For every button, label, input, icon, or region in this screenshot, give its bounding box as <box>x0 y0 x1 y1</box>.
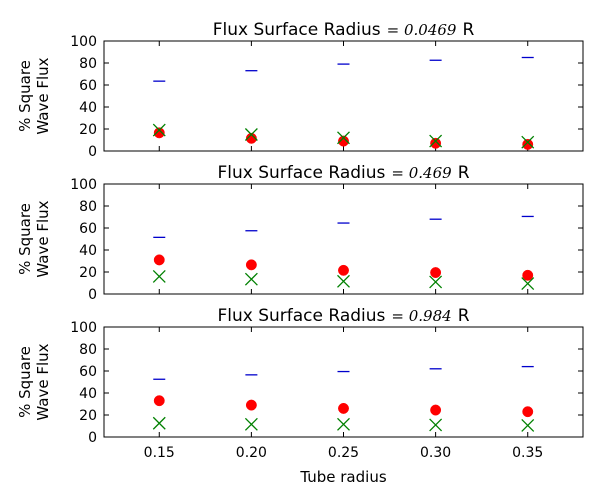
subplot-title: Flux Surface Radius = 0.469 R <box>217 163 469 183</box>
y-tick-label: 20 <box>79 408 97 424</box>
data-point-cross <box>522 419 534 431</box>
subplot-2: 0 20 40 60 80 100 Flux Surface Radius = 0.469 R%… <box>16 163 583 303</box>
y-tick-label: 0 <box>88 430 97 446</box>
plot-frame <box>104 184 583 294</box>
data-point-circle <box>338 265 348 275</box>
y-tick-label: 60 <box>79 221 97 237</box>
x-tick-label: 0.35 <box>512 445 543 461</box>
title-value: = 0.984 <box>391 307 451 325</box>
data-point-cross <box>153 417 165 429</box>
x-tick-label: 0.15 <box>144 445 175 461</box>
title-suffix: R <box>458 306 470 326</box>
y-tick-label: 100 <box>70 34 97 50</box>
y-tick-label: 100 <box>70 320 97 336</box>
y-axis-label-line2: Wave Flux <box>34 200 52 277</box>
data-point-circle <box>430 138 440 148</box>
y-tick-label: 40 <box>79 243 97 259</box>
y-axis-label-line1: % Square <box>16 346 34 418</box>
data-point-circle <box>430 267 440 277</box>
data-point-cross <box>245 418 257 430</box>
subplot-1: 0 20 40 60 80 100 Flux Surface Radius = 0.0469 R… <box>16 20 583 160</box>
subplot-3: 0 20 40 60 80 100 0.15 0.20 0.25 0.30 0.35 Flux Sur… <box>16 306 583 486</box>
y-tick-label: 0 <box>88 287 97 303</box>
data-point-circle <box>246 260 256 270</box>
y-axis-label: % Square Wave Flux <box>16 200 52 277</box>
y-tick-label: 0 <box>88 144 97 160</box>
title-suffix: R <box>458 163 470 183</box>
title-prefix: Flux Surface Radius <box>213 20 381 40</box>
x-tick-label: 0.20 <box>236 445 267 461</box>
data-point-cross <box>153 270 165 282</box>
plot-frame <box>104 327 583 437</box>
data-point-circle <box>246 400 256 410</box>
x-axis-label: Tube radius <box>299 468 386 486</box>
y-tick-label: 20 <box>79 122 97 138</box>
y-tick-label: 20 <box>79 265 97 281</box>
title-prefix: Flux Surface Radius <box>217 163 385 183</box>
title-suffix: R <box>462 20 474 40</box>
y-tick-label: 80 <box>79 342 97 358</box>
y-axis-label: % Square Wave Flux <box>16 57 52 134</box>
data-point-circle <box>523 139 533 149</box>
data-point-circle <box>523 407 533 417</box>
y-tick-label: 100 <box>70 177 97 193</box>
data-point-circle <box>523 270 533 280</box>
title-value: = 0.469 <box>391 164 452 182</box>
data-point-circle <box>430 405 440 415</box>
data-point-cross <box>338 275 350 287</box>
data-point-circle <box>154 396 164 406</box>
data-point-circle <box>338 403 348 413</box>
y-tick-label: 80 <box>79 56 97 72</box>
y-tick-label: 60 <box>79 78 97 94</box>
y-tick-label: 80 <box>79 199 97 215</box>
y-axis-label-line2: Wave Flux <box>34 57 52 134</box>
data-point-cross <box>338 418 350 430</box>
subplot-title: Flux Surface Radius = 0.0469 R <box>213 20 475 40</box>
x-tick-label: 0.25 <box>328 445 359 461</box>
data-point-cross <box>245 273 257 285</box>
y-axis-label-line1: % Square <box>16 60 34 132</box>
data-point-cross <box>430 419 442 431</box>
y-tick-label: 40 <box>79 386 97 402</box>
y-axis-label: % Square Wave Flux <box>16 343 52 420</box>
subplot-title: Flux Surface Radius = 0.984 R <box>217 306 469 326</box>
y-axis-label-line2: Wave Flux <box>34 343 52 420</box>
y-tick-label: 60 <box>79 364 97 380</box>
plot-frame <box>104 41 583 151</box>
y-axis-label-line1: % Square <box>16 203 34 275</box>
title-prefix: Flux Surface Radius <box>217 306 385 326</box>
x-tick-label: 0.30 <box>420 445 451 461</box>
data-point-circle <box>154 255 164 265</box>
title-value: = 0.0469 <box>387 21 457 39</box>
y-tick-label: 40 <box>79 100 97 116</box>
